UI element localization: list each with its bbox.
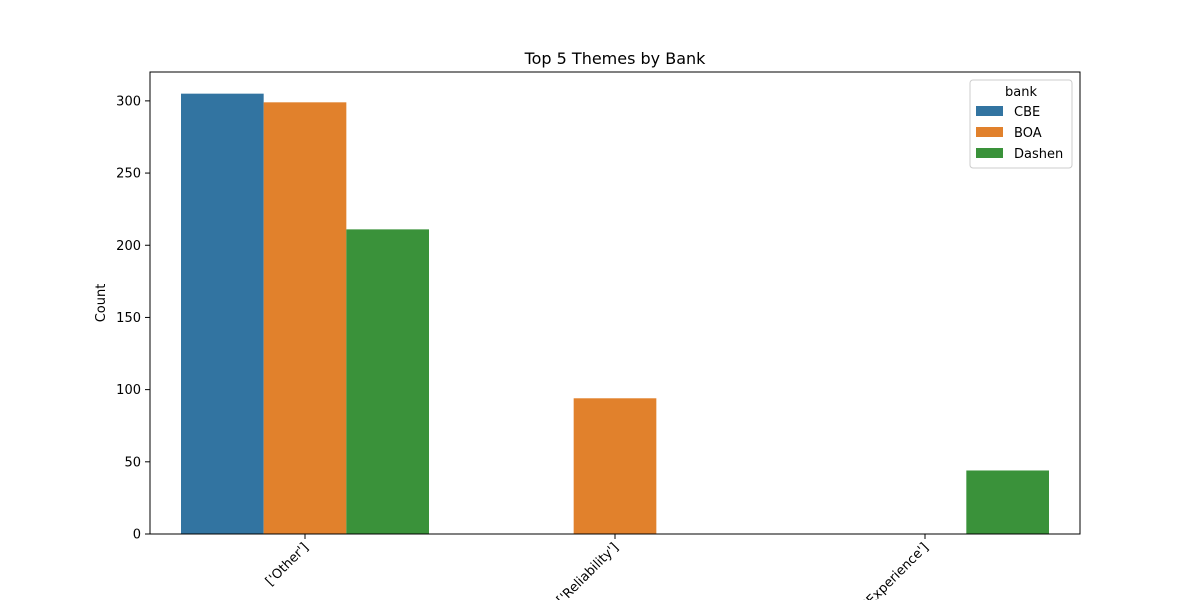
y-tick-label: 50	[124, 455, 141, 470]
legend-box	[969, 79, 1073, 169]
y-tick-label: 200	[116, 239, 141, 254]
bar-boa-1	[573, 398, 657, 534]
y-tick-label: 150	[116, 311, 141, 326]
legend-label-dashen: Dashen	[1014, 147, 1063, 162]
x-tick-label: ['Other']	[263, 540, 312, 589]
legend: bank CBE BOA Dashen	[969, 79, 1073, 169]
y-tick-label: 0	[133, 528, 141, 543]
bar-boa-0	[263, 102, 347, 534]
chart-title: Top 5 Themes by Bank	[524, 49, 707, 68]
y-tick-label: 300	[116, 94, 141, 109]
legend-label-boa: BOA	[1014, 126, 1042, 141]
bar-dashen-2	[966, 470, 1049, 534]
legend-label-cbe: CBE	[1014, 105, 1040, 120]
plot-area: 0 50 100 150 200 250 300 ['Other'] ['Reliability…	[116, 71, 1081, 600]
x-tick-label: ['Experience']	[858, 540, 932, 600]
legend-swatch-cbe	[976, 106, 1003, 116]
bar-cbe-0	[181, 93, 264, 534]
legend-title: bank	[1005, 85, 1037, 100]
legend-swatch-boa	[976, 127, 1003, 137]
y-tick-label: 100	[116, 383, 141, 398]
y-tick-label: 250	[116, 167, 141, 182]
x-tick-label: ['Reliability']	[554, 540, 622, 600]
legend-swatch-dashen	[976, 148, 1003, 158]
y-axis-label: Count	[94, 284, 109, 323]
bar-dashen-0	[346, 229, 429, 534]
